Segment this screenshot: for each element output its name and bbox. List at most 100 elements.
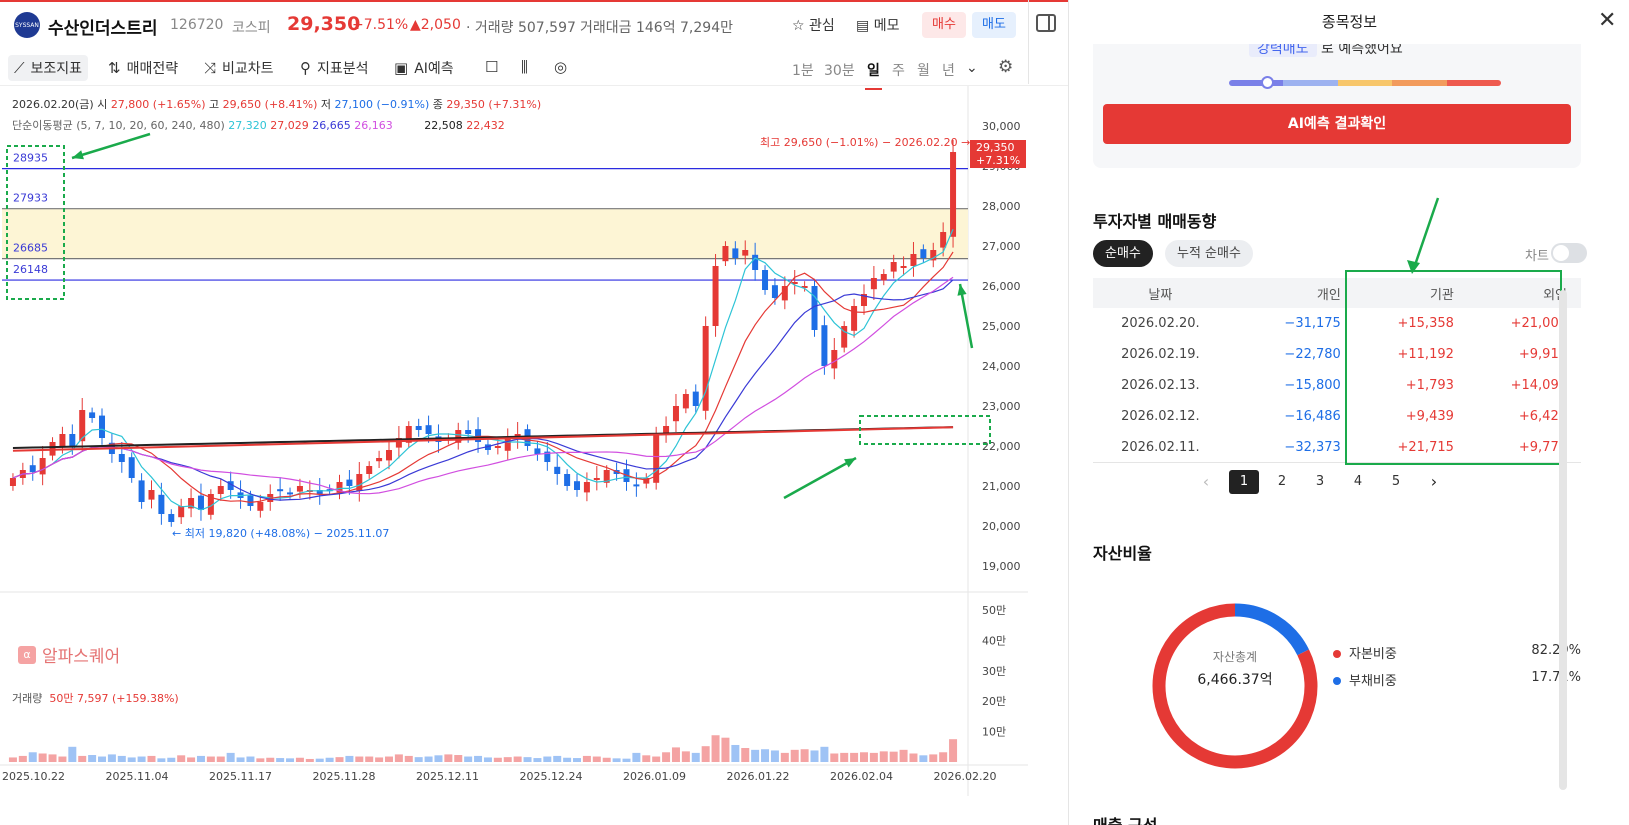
- volume-bar: [98, 756, 107, 762]
- volume-bar: [721, 737, 730, 762]
- table-cell: −22,780: [1284, 347, 1341, 362]
- volume-bar: [58, 756, 67, 762]
- date-tick: 2026.02.20: [934, 770, 997, 783]
- next-page-icon[interactable]: ›: [1430, 472, 1438, 491]
- table-row: 2026.02.19. −22,780 +11,192 +9,919: [1093, 339, 1581, 370]
- buy-button[interactable]: 매수: [922, 12, 966, 38]
- candle-body: [257, 502, 264, 511]
- volume-bar: [256, 758, 265, 762]
- period-year[interactable]: 년: [942, 63, 955, 79]
- candle-body: [484, 444, 491, 450]
- candle-body: [128, 457, 135, 478]
- candle-type-button[interactable]: ⫼: [521, 58, 528, 76]
- candle-body: [455, 430, 462, 443]
- table-cell: +9,439: [1405, 409, 1454, 424]
- indicator-analysis-button[interactable]: ⚲ 지표분석: [300, 58, 369, 78]
- indicator-button[interactable]: ⟋ 보조지표: [8, 55, 89, 81]
- ai-label: AI예측: [414, 61, 454, 77]
- tab-net-buy[interactable]: 순매수: [1093, 240, 1153, 267]
- candle-body: [682, 394, 689, 409]
- volume-bar: [68, 746, 77, 762]
- candle-body: [89, 412, 96, 418]
- panel-toggle-icon[interactable]: [1036, 14, 1056, 32]
- candle-body: [346, 479, 353, 486]
- close-icon[interactable]: ✕: [1598, 8, 1617, 33]
- support-band: [2, 208, 968, 259]
- page-2[interactable]: 2: [1277, 474, 1287, 489]
- compare-chart-button[interactable]: ⤨ 비교차트: [204, 58, 274, 78]
- compare-label: 비교차트: [222, 61, 274, 77]
- period-week[interactable]: 주: [892, 63, 905, 79]
- level-label: 26148: [13, 263, 48, 276]
- draw-box-button[interactable]: ☐: [485, 58, 498, 76]
- page-5[interactable]: 5: [1391, 474, 1401, 489]
- favorite-label: 관심: [809, 18, 835, 34]
- strategy-icon: ⇅: [108, 59, 121, 77]
- volume-bar: [622, 758, 631, 762]
- chart-toggle[interactable]: [1551, 243, 1587, 263]
- candle-body: [851, 306, 858, 331]
- volume-bar: [474, 755, 483, 762]
- date-tick: 2026.02.04: [830, 770, 893, 783]
- tab-cumulative-net-buy[interactable]: 누적 순매수: [1165, 240, 1253, 267]
- price-tick: 22,000: [982, 440, 1021, 453]
- favorite-button[interactable]: ☆ 관심: [792, 15, 835, 35]
- ai-result-button[interactable]: AI예측 결과확인: [1103, 104, 1571, 144]
- ma-value: 27,029: [270, 119, 309, 132]
- volume-bar: [434, 755, 443, 762]
- period-day[interactable]: 일: [865, 60, 882, 90]
- candle-body: [920, 249, 927, 258]
- volume-bar: [107, 754, 116, 762]
- strategy-button[interactable]: ⇅ 매매전략: [108, 58, 178, 78]
- candle-body: [801, 286, 808, 288]
- volume-bar: [681, 751, 690, 762]
- ohlc-info: 2026.02.20(금) 시 27,800 (+1.65%) 고 29,650…: [12, 96, 541, 112]
- candle-body: [593, 478, 600, 480]
- volume-bar: [751, 749, 760, 762]
- candle-body: [692, 391, 699, 406]
- page-1[interactable]: 1: [1229, 470, 1259, 494]
- high-note: 최고 29,650 (−1.01%) − 2026.02.20 →: [760, 136, 970, 149]
- scrollbar[interactable]: [1559, 290, 1567, 790]
- volume-bar: [949, 739, 958, 762]
- period-30min[interactable]: 30분: [824, 63, 855, 79]
- prev-page-icon[interactable]: ‹: [1202, 472, 1210, 491]
- price-chart[interactable]: 30,00029,00028,00027,00026,00025,00024,0…: [0, 86, 1068, 825]
- gear-icon[interactable]: ⚙: [998, 57, 1014, 77]
- candle-body: [722, 246, 729, 262]
- page-4[interactable]: 4: [1353, 474, 1363, 489]
- candle-body: [930, 250, 937, 261]
- chart-toggle-label: 차트: [1525, 249, 1549, 264]
- arrow-head: [957, 284, 967, 296]
- candle-body: [742, 250, 749, 256]
- volume-bar: [513, 756, 522, 762]
- ma-value: 22,508: [424, 119, 463, 132]
- candle-body: [574, 481, 581, 490]
- memo-button[interactable]: ▤ 메모: [856, 15, 899, 35]
- candle-body: [148, 490, 155, 500]
- volume-bar: [662, 752, 671, 762]
- ma-value: 26,163: [354, 119, 393, 132]
- candle-body: [316, 490, 323, 494]
- candle-body: [197, 495, 204, 510]
- ma-label: 단순이동평균 (5, 7, 10, 20, 60, 240, 480): [12, 119, 225, 132]
- candle-body: [9, 478, 16, 486]
- volume-bar: [454, 755, 463, 762]
- legend-label: 부채비중: [1349, 674, 1397, 689]
- period-month[interactable]: 월: [917, 63, 930, 79]
- period-1min[interactable]: 1분: [792, 63, 814, 79]
- screenshot-button[interactable]: ◎: [554, 58, 567, 76]
- page-3[interactable]: 3: [1315, 474, 1325, 489]
- volume-bar: [266, 757, 275, 762]
- stock-name[interactable]: 수산인더스트리: [48, 19, 158, 39]
- volume-bar: [483, 757, 492, 762]
- alpha-icon: α: [18, 645, 36, 664]
- chevron-down-icon[interactable]: ⌄: [966, 60, 978, 76]
- table-row: 2026.02.12. −16,486 +9,439 +6,427: [1093, 401, 1581, 432]
- ai-predict-button[interactable]: ▣ AI예측: [394, 58, 454, 78]
- donut-slice: [1152, 603, 1318, 769]
- sales-section-title: 매출 구성: [1093, 812, 1157, 825]
- market-label: 코스피: [232, 20, 271, 36]
- sell-button[interactable]: 매도: [972, 12, 1016, 38]
- volume-bar: [88, 755, 97, 762]
